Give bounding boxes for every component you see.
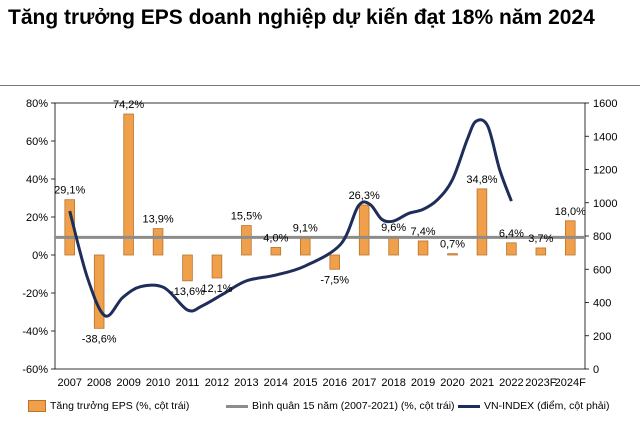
eps-bar (123, 113, 134, 256)
x-axis-category-label: 2020 (440, 377, 464, 389)
right-axis-tick-label: 400 (593, 298, 611, 310)
legend-item-eps: Tăng trưởng EPS (%, cột trái) (28, 400, 189, 412)
eps-data-label: 74,2% (113, 99, 144, 111)
x-axis-category-label: 2019 (411, 377, 435, 389)
x-axis-category-label: 2024F (555, 377, 586, 389)
x-axis-category-label: 2008 (87, 377, 111, 389)
eps-bar (329, 254, 340, 270)
right-axis-tick-label: 1400 (593, 131, 617, 143)
chart-title: Tăng trưởng EPS doanh nghiệp dự kiến đạt… (8, 6, 595, 29)
eps-data-label: 4,0% (263, 232, 288, 244)
eps-bar (182, 254, 193, 282)
eps-data-label: 7,4% (411, 226, 436, 238)
eps-bar (300, 237, 311, 256)
right-axis-tick-label: 800 (593, 231, 611, 243)
eps-data-label: 18,0% (555, 206, 586, 218)
eps-bar (241, 225, 252, 256)
eps-bar (93, 254, 105, 329)
eps-data-label: 13,9% (142, 214, 173, 226)
x-axis-category-label: 2015 (293, 377, 317, 389)
eps-data-label: -13,6% (170, 286, 205, 298)
left-axis-tick-label: -60% (22, 364, 48, 376)
x-axis-category-label: 2009 (116, 377, 140, 389)
x-axis-category-label: 2013 (234, 377, 258, 389)
legend-label-vnindex: VN-INDEX (điểm, cột phải) (484, 400, 610, 412)
legend-label-eps: Tăng trưởng EPS (%, cột trái) (50, 400, 190, 412)
eps-bar (417, 240, 429, 256)
left-axis-tick-label: 40% (26, 174, 48, 186)
eps-data-label: 9,1% (293, 223, 318, 235)
eps-data-label: -38,6% (82, 333, 117, 345)
right-axis-tick-label: 1200 (593, 165, 617, 177)
x-axis-category-label: 2011 (176, 377, 200, 389)
left-axis-tick-label: -20% (22, 288, 48, 300)
eps-data-label: 9,6% (381, 222, 406, 234)
x-axis-category-label: 2023F (525, 377, 556, 389)
x-axis-category-label: 2016 (322, 377, 346, 389)
eps-data-label: 6,4% (499, 228, 524, 240)
x-axis-category-label: 2018 (381, 377, 405, 389)
legend-swatch-average (226, 404, 248, 408)
eps-bar (535, 247, 547, 256)
eps-bar (476, 188, 488, 256)
eps-data-label: 15,5% (231, 211, 262, 223)
eps-data-label: -7,5% (320, 274, 349, 286)
eps-bar (152, 228, 164, 256)
x-axis-category-label: 2012 (205, 377, 229, 389)
left-axis-tick-label: 60% (26, 136, 48, 148)
right-axis-tick-label: 200 (593, 331, 611, 343)
eps-bar (270, 246, 282, 256)
chart-legend: Tăng trưởng EPS (%, cột trái) Bình quân … (8, 398, 638, 418)
x-axis-category-label: 2021 (470, 377, 494, 389)
x-axis-category-label: 2017 (352, 377, 376, 389)
left-axis-tick-label: 0% (32, 250, 48, 262)
legend-item-vnindex: VN-INDEX (điểm, cột phải) (458, 400, 609, 412)
eps-data-label: 29,1% (54, 185, 85, 197)
legend-label-average: Bình quân 15 năm (2007-2021) (%, cột trá… (252, 400, 455, 412)
left-axis-tick-label: 80% (26, 98, 48, 110)
chart: 80% 60% 40% 20% 0% -20% -40% -60% 1600 1400 1200 10… (22, 98, 617, 389)
title-divider (0, 85, 640, 86)
x-axis-category-label: 2014 (264, 377, 288, 389)
eps-data-label: 0,7% (440, 239, 465, 251)
legend-item-average: Bình quân 15 năm (2007-2021) (%, cột trá… (226, 400, 455, 412)
left-axis-tick-label: 20% (26, 212, 48, 224)
right-axis-tick-label: 1000 (593, 198, 617, 210)
left-axis-tick-label: -40% (22, 326, 48, 338)
eps-bar (447, 253, 458, 256)
eps-bar (211, 254, 223, 279)
eps-bar (388, 236, 399, 256)
x-axis-category-label: 2022 (499, 377, 523, 389)
eps-data-label: 3,7% (528, 233, 553, 245)
legend-swatch-vnindex (458, 404, 480, 408)
eps-data-label: 34,8% (466, 174, 497, 186)
right-axis-tick-label: 0 (593, 364, 599, 376)
eps-data-label: 12,1% (201, 283, 232, 295)
eps-data-label: 26,3% (349, 190, 380, 202)
vnindex-line (68, 118, 513, 318)
eps-bar (358, 204, 370, 256)
eps-bar (506, 242, 517, 256)
right-axis-tick-label: 600 (593, 264, 611, 276)
right-axis-tick-label: 1600 (593, 98, 617, 110)
legend-swatch-eps (28, 400, 46, 412)
x-axis-category-label: 2010 (146, 377, 170, 389)
x-axis-category-label: 2007 (57, 377, 81, 389)
